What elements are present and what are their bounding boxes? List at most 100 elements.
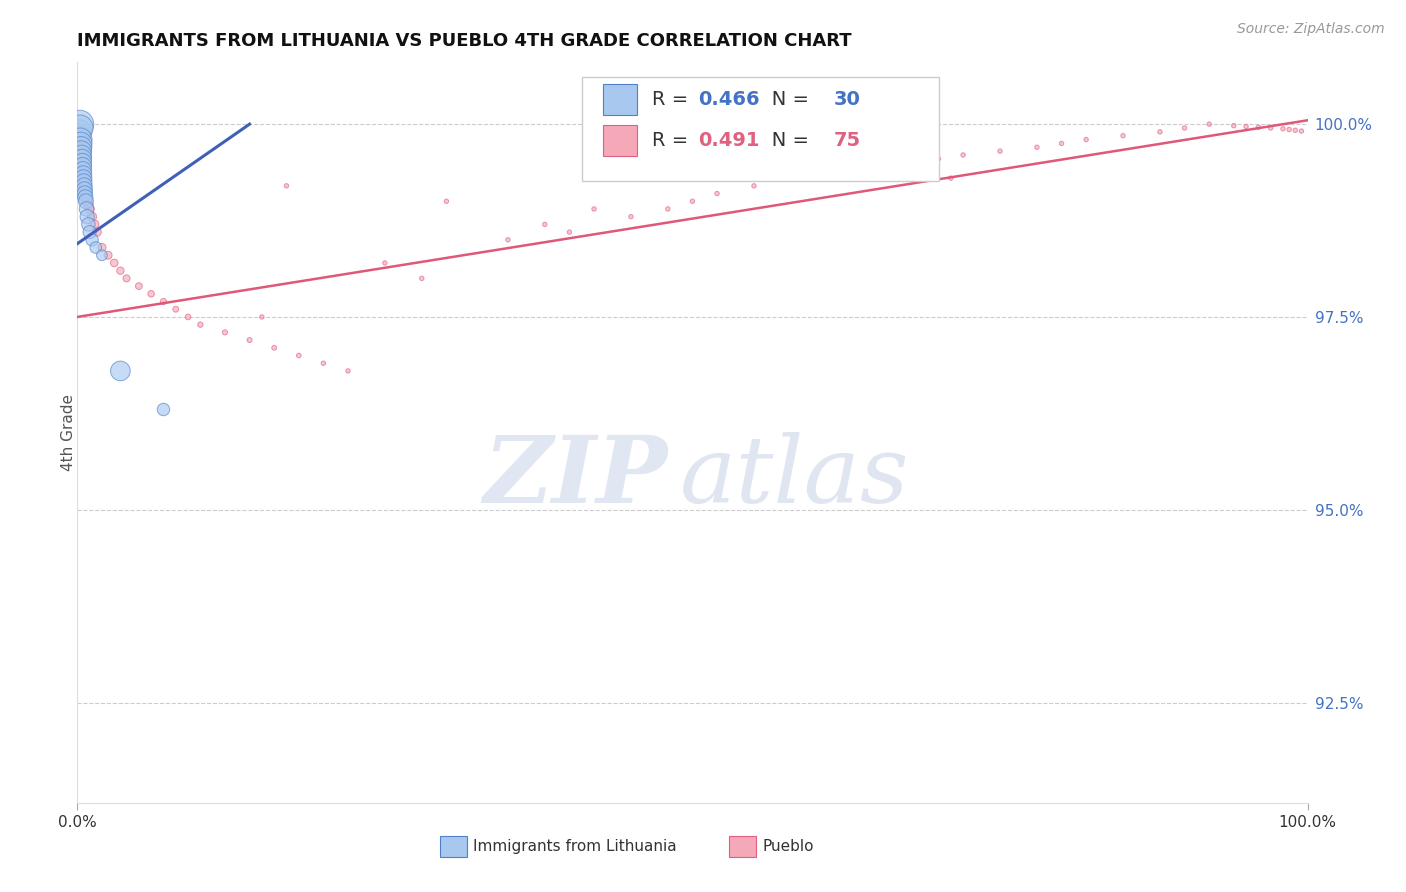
Point bbox=[780, 171, 803, 186]
Point bbox=[69, 132, 91, 146]
Point bbox=[82, 210, 104, 224]
Point bbox=[97, 248, 120, 262]
Point bbox=[72, 175, 94, 189]
Text: Immigrants from Lithuania: Immigrants from Lithuania bbox=[474, 839, 678, 854]
Point bbox=[939, 171, 962, 186]
Text: 0.491: 0.491 bbox=[699, 130, 761, 150]
Point bbox=[1026, 140, 1049, 154]
FancyBboxPatch shape bbox=[603, 84, 637, 115]
Point bbox=[1223, 119, 1246, 133]
Point bbox=[115, 271, 138, 285]
Text: R =: R = bbox=[652, 90, 695, 109]
Point bbox=[1174, 120, 1197, 135]
Point bbox=[1247, 120, 1270, 135]
Point bbox=[70, 140, 93, 154]
Text: 0.466: 0.466 bbox=[699, 90, 761, 109]
Point bbox=[72, 160, 94, 174]
Point bbox=[841, 140, 863, 154]
Point bbox=[72, 167, 94, 181]
Point bbox=[1198, 117, 1220, 131]
Point bbox=[110, 364, 132, 378]
Point bbox=[534, 218, 557, 232]
Text: atlas: atlas bbox=[681, 432, 910, 522]
Point bbox=[69, 152, 91, 166]
Point bbox=[67, 140, 90, 154]
Point bbox=[69, 120, 91, 135]
Point bbox=[77, 198, 100, 212]
Point bbox=[77, 218, 100, 232]
Point bbox=[620, 210, 643, 224]
Point bbox=[75, 190, 97, 204]
Point bbox=[70, 163, 93, 178]
Text: 75: 75 bbox=[834, 130, 860, 150]
Point bbox=[72, 171, 94, 186]
Point bbox=[1112, 128, 1135, 143]
Text: Source: ZipAtlas.com: Source: ZipAtlas.com bbox=[1237, 22, 1385, 37]
Point bbox=[75, 190, 97, 204]
Point bbox=[1291, 124, 1313, 138]
Point bbox=[263, 341, 285, 355]
Point bbox=[374, 256, 396, 270]
Point bbox=[411, 271, 433, 285]
Point bbox=[79, 202, 101, 216]
Point bbox=[436, 194, 458, 209]
Point bbox=[177, 310, 200, 324]
Point bbox=[706, 186, 728, 201]
Point bbox=[312, 356, 335, 370]
Point bbox=[90, 240, 114, 254]
Point bbox=[73, 186, 96, 201]
Point bbox=[72, 163, 94, 178]
Point bbox=[239, 333, 262, 347]
Point bbox=[73, 178, 96, 193]
Point bbox=[830, 167, 852, 181]
Point bbox=[1260, 120, 1282, 135]
Text: Pueblo: Pueblo bbox=[762, 839, 814, 854]
Point bbox=[69, 125, 91, 139]
Point bbox=[188, 318, 212, 332]
Text: N =: N = bbox=[752, 90, 815, 109]
Point bbox=[1278, 122, 1301, 136]
Point bbox=[165, 302, 187, 317]
Point bbox=[75, 186, 97, 201]
Text: IMMIGRANTS FROM LITHUANIA VS PUEBLO 4TH GRADE CORRELATION CHART: IMMIGRANTS FROM LITHUANIA VS PUEBLO 4TH … bbox=[77, 32, 852, 50]
Point bbox=[103, 256, 125, 270]
Point bbox=[79, 225, 101, 239]
Point bbox=[657, 202, 679, 216]
FancyBboxPatch shape bbox=[582, 78, 939, 181]
Point bbox=[76, 210, 98, 224]
Point bbox=[69, 155, 91, 169]
Point bbox=[583, 202, 606, 216]
Point bbox=[214, 326, 236, 340]
Point bbox=[804, 163, 827, 178]
Point bbox=[70, 155, 93, 169]
Point bbox=[84, 240, 107, 254]
Point bbox=[1050, 136, 1073, 151]
Point bbox=[69, 117, 91, 131]
Point bbox=[73, 183, 96, 197]
Point bbox=[250, 310, 273, 324]
Point bbox=[496, 233, 519, 247]
Point bbox=[82, 233, 104, 247]
Point bbox=[682, 194, 704, 209]
Point bbox=[76, 194, 98, 209]
Point bbox=[1284, 123, 1306, 137]
Point bbox=[70, 152, 93, 166]
Text: 30: 30 bbox=[834, 90, 860, 109]
Point bbox=[67, 128, 90, 143]
Point bbox=[1234, 120, 1257, 134]
Point bbox=[276, 178, 298, 193]
Point bbox=[67, 148, 90, 162]
Point bbox=[70, 171, 93, 186]
Point bbox=[76, 202, 98, 216]
Point bbox=[70, 167, 93, 181]
Point bbox=[86, 225, 108, 239]
Point bbox=[152, 402, 174, 417]
Point bbox=[742, 178, 765, 193]
Point bbox=[72, 160, 94, 174]
FancyBboxPatch shape bbox=[603, 125, 637, 156]
Point bbox=[1272, 121, 1295, 136]
Point bbox=[73, 183, 96, 197]
Point bbox=[928, 152, 950, 166]
Y-axis label: 4th Grade: 4th Grade bbox=[62, 394, 76, 471]
Point bbox=[988, 144, 1011, 158]
